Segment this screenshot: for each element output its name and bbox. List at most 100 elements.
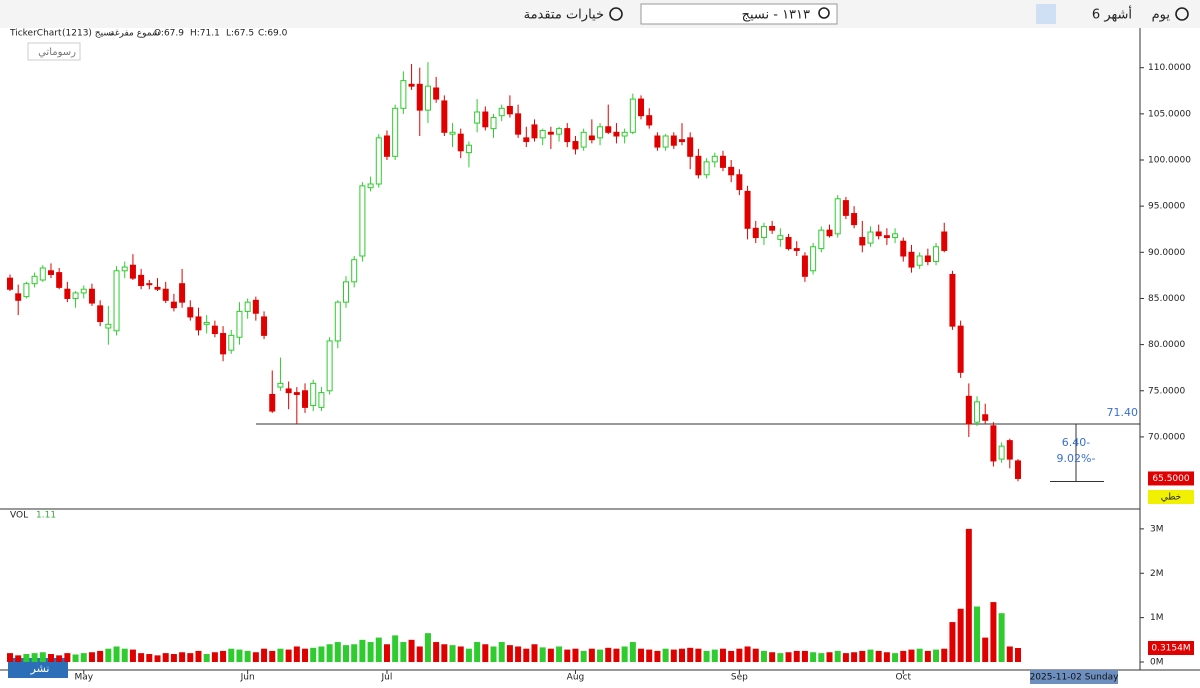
period[interactable]: يوم [1152, 8, 1171, 23]
volume-bar [474, 642, 481, 663]
advanced-options[interactable]: خيارات متقدمة [524, 8, 604, 23]
candle-body [343, 281, 349, 303]
volume-bar [506, 645, 513, 663]
y-tick-label: 95.0000 [1148, 202, 1185, 212]
y-tick-label: 2M [1150, 569, 1164, 579]
candle-body [97, 305, 104, 323]
last-price-label: 65.5000 [1152, 474, 1189, 484]
volume-bar [105, 648, 112, 663]
candle-body [105, 323, 112, 329]
volume-bar [711, 649, 718, 663]
measure-percent: 9.02%- [1057, 452, 1096, 465]
candle-body [506, 105, 513, 115]
volume-bar [941, 648, 948, 663]
y-tick-label: 80.0000 [1148, 340, 1185, 350]
volume-bar [982, 637, 989, 663]
search-box[interactable] [640, 3, 838, 25]
candle-body [638, 98, 645, 117]
candle-body [580, 131, 587, 148]
candle-body [170, 301, 177, 309]
volume-bar [769, 652, 776, 663]
volume-bar [23, 654, 30, 663]
range[interactable]: 6 أشهر [1092, 6, 1132, 23]
candle-body [613, 131, 620, 137]
candle-body [564, 128, 571, 143]
candle-body [605, 126, 612, 133]
volume-bar [383, 644, 390, 663]
y-tick-label: 85.0000 [1148, 294, 1185, 304]
x-tick-label: Oct [895, 673, 911, 683]
candle-body [924, 255, 931, 263]
candle-body [261, 316, 268, 336]
volume-bar [72, 654, 79, 663]
volume-bar [47, 654, 54, 663]
y-tick-label: 105.0000 [1148, 109, 1191, 119]
candle-body [334, 301, 341, 342]
candle-body [597, 126, 604, 139]
candle-body [646, 115, 653, 126]
x-tick-label: Jun [240, 673, 255, 683]
share-label: نشر [30, 662, 50, 675]
volume-bar [88, 652, 95, 663]
candle-body [883, 235, 890, 239]
volume-bar [654, 650, 661, 663]
volume-bar [810, 652, 817, 663]
volume-bar [965, 528, 972, 663]
volume-bar [597, 649, 604, 663]
volume-bar [974, 606, 981, 663]
candle-body [892, 233, 899, 239]
candle-body [138, 274, 145, 287]
volume-bar [285, 649, 292, 663]
drawings-label: رسوماتي [38, 47, 76, 58]
candle-body [392, 107, 399, 157]
candle-body [195, 316, 202, 331]
candle-body [23, 283, 30, 298]
ohlc-close: C:69.0 [258, 29, 288, 39]
candle-body [572, 141, 579, 150]
volume-bar [482, 644, 489, 663]
candle-body [269, 393, 276, 412]
y-tick-label: 3M [1150, 524, 1164, 534]
volume-bar [621, 646, 628, 663]
candle-body [957, 325, 964, 373]
volume-bar [416, 646, 423, 663]
volume-bar [638, 648, 645, 663]
volume-bar [875, 650, 882, 663]
candle-body [39, 267, 46, 281]
candle-body [15, 293, 22, 301]
volume-bar [228, 648, 235, 663]
candle-body [56, 272, 63, 288]
volume-bar [269, 650, 276, 663]
drawings-button[interactable] [27, 42, 81, 61]
candle-body [302, 390, 309, 408]
volume-bar [121, 648, 128, 663]
candle-body [679, 139, 685, 143]
volume-bar [539, 647, 546, 663]
candle-body [662, 135, 669, 148]
options-icon[interactable] [609, 7, 623, 21]
candle-body [498, 107, 505, 117]
search-icon[interactable] [818, 7, 830, 19]
candle-body [154, 286, 161, 290]
volume-bar [515, 646, 522, 663]
candle-body [179, 283, 186, 303]
volume-bar [851, 652, 858, 663]
search-text: ١٣١٣ - نسيج [742, 8, 810, 23]
volume-bar [211, 652, 218, 663]
candle-body [760, 225, 767, 239]
candle-body [687, 137, 694, 157]
clock-icon[interactable] [1175, 7, 1189, 21]
volume-bar [957, 608, 964, 663]
candle-body [834, 198, 841, 235]
volume-bar [195, 650, 202, 663]
candle-body [654, 135, 661, 148]
volume-bar [588, 648, 595, 663]
candle-body [801, 255, 808, 277]
candle-body [539, 129, 546, 139]
candle-body [515, 113, 522, 135]
draw-button[interactable] [1036, 4, 1056, 24]
candle-body [408, 83, 415, 87]
toolbar-buttons: يوم 6 أشهر ١٣١٣ - نسيج خيارات متقدمة [524, 3, 1189, 25]
vol-label: VOL [10, 511, 28, 521]
share-button[interactable] [8, 658, 68, 678]
